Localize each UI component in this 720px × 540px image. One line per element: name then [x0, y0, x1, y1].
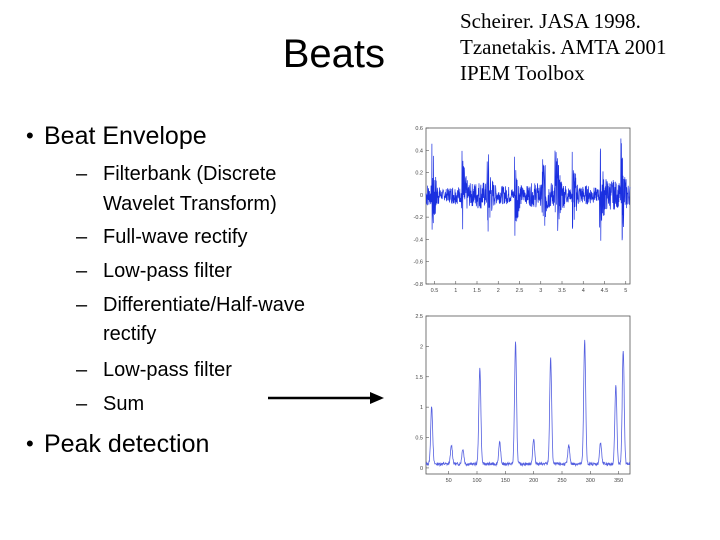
- y-tick-label: 1: [420, 405, 423, 411]
- sub-item-filterbank-cont: Wavelet Transform): [103, 192, 277, 216]
- bullet-glyph: •: [26, 431, 34, 456]
- sub-item-low-pass: – Low-pass filter: [76, 259, 232, 283]
- sub-item-differentiate-cont: rectify: [103, 322, 156, 346]
- x-tick-label: 1.5: [473, 288, 481, 294]
- y-tick-label: 2.5: [415, 314, 423, 320]
- x-tick-label: 300: [586, 478, 595, 484]
- sub-item-text: Wavelet Transform): [103, 193, 277, 215]
- x-tick-label: 100: [472, 478, 481, 484]
- sub-item-differentiate: – Differentiate/Half-wave: [76, 293, 305, 317]
- y-tick-label: -0.6: [414, 260, 423, 266]
- x-tick-label: 3: [539, 288, 542, 294]
- x-tick-label: 1: [454, 288, 457, 294]
- sub-item-text: Sum: [103, 393, 145, 415]
- arrow-icon: [268, 392, 384, 404]
- y-tick-label: 0: [420, 193, 423, 199]
- sub-item-text: rectify: [103, 323, 157, 345]
- y-tick-label: -0.4: [414, 237, 423, 243]
- sub-item-low-pass-2: – Low-pass filter: [76, 358, 232, 382]
- x-tick-label: 350: [614, 478, 623, 484]
- sub-item-full-wave: – Full-wave rectify: [76, 225, 248, 249]
- sub-item-sum: – Sum: [76, 392, 145, 416]
- y-tick-label: 0.2: [415, 171, 423, 177]
- y-tick-label: -0.8: [414, 282, 423, 288]
- waveform-series-line: [425, 138, 631, 241]
- sub-item-text: Low-pass filter: [103, 260, 232, 282]
- bullet-text: Beat Envelope: [44, 122, 207, 150]
- y-tick-label: -0.2: [414, 215, 423, 221]
- x-tick-label: 0.5: [431, 288, 439, 294]
- bullet-glyph: •: [26, 123, 34, 148]
- x-tick-label: 4: [582, 288, 585, 294]
- dash-glyph: –: [76, 294, 88, 316]
- x-tick-label: 200: [529, 478, 538, 484]
- references: Scheirer. JASA 1998. Tzanetakis. AMTA 20…: [460, 8, 667, 86]
- x-tick-label: 150: [501, 478, 510, 484]
- y-tick-label: 0.6: [415, 126, 423, 132]
- plot-frame: [425, 315, 631, 475]
- envelope-series-line: [425, 339, 631, 468]
- reference-item: Scheirer. JASA 1998.: [460, 9, 641, 33]
- bullet-peak-detection: • Peak detection: [26, 429, 210, 459]
- x-tick-label: 50: [446, 478, 452, 484]
- plot-frame: [425, 127, 631, 285]
- dash-glyph: –: [76, 163, 88, 185]
- bullet-text: Peak detection: [44, 430, 210, 458]
- reference-item: Tzanetakis. AMTA 2001: [460, 35, 667, 59]
- bullet-beat-envelope: • Beat Envelope: [26, 121, 207, 151]
- y-tick-label: 0.5: [415, 436, 423, 442]
- y-tick-label: 0: [420, 466, 423, 472]
- y-tick-label: 1.5: [415, 375, 423, 381]
- dash-glyph: –: [76, 260, 88, 282]
- x-tick-label: 4.5: [601, 288, 609, 294]
- x-tick-label: 2: [497, 288, 500, 294]
- slide-title: Beats: [282, 32, 385, 76]
- dash-glyph: –: [76, 226, 88, 248]
- sub-item-text: Filterbank (Discrete: [103, 163, 277, 185]
- y-tick-label: 2: [420, 344, 423, 350]
- x-tick-label: 5: [624, 288, 627, 294]
- sub-item-filterbank: – Filterbank (Discrete: [76, 162, 277, 186]
- sub-item-text: Differentiate/Half-wave: [103, 294, 305, 316]
- x-tick-label: 3.5: [558, 288, 566, 294]
- y-tick-label: 0.4: [415, 148, 423, 154]
- dash-glyph: –: [76, 393, 88, 415]
- sub-item-text: Low-pass filter: [103, 359, 232, 381]
- waveform-chart: 0.6 0.4 0.2 0 -0.2 -0.4 -0.6 -0.8 0.5 1 1.5 2 2.5 3 3.…: [414, 126, 631, 294]
- x-tick-label: 250: [557, 478, 566, 484]
- reference-item: IPEM Toolbox: [460, 61, 585, 85]
- envelope-chart: 2.5 2 1.5 1 0.5 0 50 100 150 200 250 300 350: [415, 314, 631, 484]
- dash-glyph: –: [76, 359, 88, 381]
- x-tick-label: 2.5: [516, 288, 524, 294]
- sub-item-text: Full-wave rectify: [103, 226, 248, 248]
